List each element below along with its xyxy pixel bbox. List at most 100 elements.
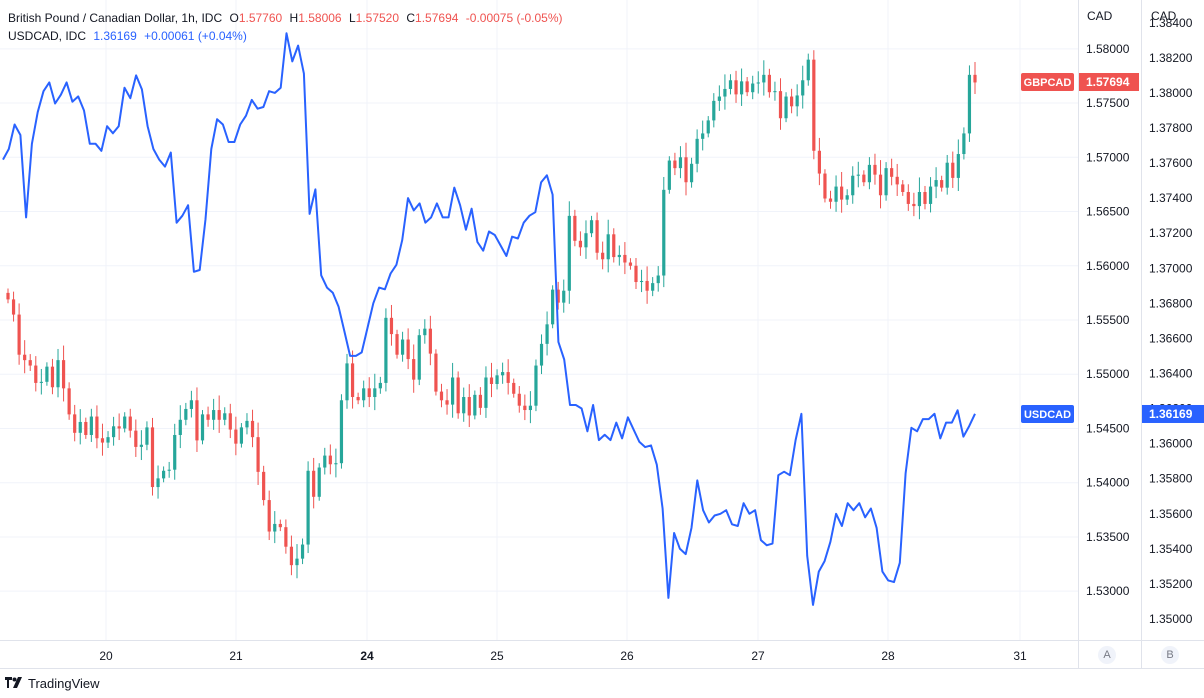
time-tick-label: 28: [881, 649, 895, 663]
candle: [273, 511, 277, 544]
candle-body: [745, 81, 749, 93]
candle-body: [567, 215, 571, 291]
candle-body: [245, 420, 249, 428]
candle: [178, 405, 182, 449]
left-axis-title: CAD: [1087, 9, 1113, 23]
candle: [762, 60, 766, 96]
candle: [973, 61, 977, 95]
candle-body: [784, 96, 788, 119]
usdcad-marker-label: USDCAD: [1024, 409, 1071, 421]
candle-body: [628, 262, 633, 266]
candle-body: [901, 184, 905, 192]
candle: [706, 116, 710, 138]
candle-body: [856, 174, 860, 176]
grid-lines: [0, 0, 1078, 640]
candle-body: [656, 275, 660, 284]
candle: [400, 331, 405, 362]
candle-body: [178, 419, 182, 435]
candle-body: [890, 168, 894, 177]
scale-a-button[interactable]: A: [1098, 646, 1116, 664]
candle: [45, 362, 49, 386]
candle-body: [417, 335, 421, 380]
candle-body: [406, 339, 410, 360]
usdcad-price-axis: 1.38400 1.38200 1.38000 1.37800 1.37600 1.374…: [1149, 16, 1193, 626]
candle: [595, 212, 599, 260]
candle: [173, 423, 177, 480]
candle: [728, 74, 733, 95]
candle-body: [206, 414, 210, 420]
candle-body: [812, 59, 816, 151]
candle-body: [706, 120, 710, 134]
candle-body: [334, 463, 338, 465]
candle-body: [928, 186, 933, 204]
candle: [423, 319, 427, 344]
candle: [956, 139, 960, 192]
candle: [84, 417, 88, 439]
gbpcad-tick-label: 1.53000: [1086, 584, 1130, 598]
candle-body: [100, 438, 105, 443]
candle: [56, 348, 60, 398]
candle: [767, 68, 771, 98]
gbpcad-price-axis: 1.58000 1.57500 1.57000 1.56500 1.56000 1.555…: [1086, 42, 1130, 598]
candle-body: [873, 164, 877, 175]
candle-body: [756, 82, 760, 84]
candle: [362, 380, 366, 408]
candle: [951, 151, 955, 188]
candle-body: [117, 426, 121, 429]
candle: [662, 176, 666, 288]
candle-body: [751, 83, 755, 93]
candle-body: [295, 558, 299, 566]
candle-body: [790, 96, 794, 107]
candle: [467, 384, 471, 428]
candle-body: [684, 157, 688, 183]
candle: [851, 166, 855, 204]
candle-body: [767, 74, 771, 93]
candle: [167, 461, 171, 478]
candle-body: [595, 220, 599, 253]
candle: [562, 279, 566, 313]
candle: [134, 419, 138, 457]
time-tick-label: 25: [490, 649, 504, 663]
candle-body: [689, 163, 694, 183]
candle: [245, 413, 249, 435]
candle-body: [617, 254, 621, 258]
scale-b-button[interactable]: B: [1161, 646, 1179, 664]
candle: [162, 466, 166, 483]
candle-body: [23, 354, 27, 361]
candle: [34, 356, 38, 392]
candle-body: [50, 366, 55, 388]
candle: [73, 404, 77, 442]
gbpcad-tick-label: 1.57000: [1086, 150, 1130, 164]
candle: [717, 85, 721, 111]
candle-body: [323, 455, 327, 468]
candle-body: [273, 523, 277, 532]
candle: [584, 220, 588, 259]
candle: [111, 416, 116, 446]
candle: [128, 408, 132, 438]
candle-body: [150, 427, 155, 488]
candle: [756, 71, 760, 94]
candle: [667, 156, 671, 194]
candle: [484, 366, 488, 418]
candle: [723, 74, 727, 110]
candle: [223, 407, 227, 426]
candle: [50, 358, 55, 395]
candle-body: [428, 328, 432, 354]
candle-body: [389, 317, 394, 335]
candle: [345, 353, 349, 409]
candle: [378, 376, 382, 394]
candle-body: [806, 59, 810, 81]
candle: [806, 53, 810, 86]
candle-body: [612, 234, 616, 258]
time-tick-label: 27: [751, 649, 765, 663]
candle-body: [589, 220, 594, 234]
candle: [612, 228, 616, 263]
candle: [412, 344, 416, 393]
usdcad-tick-label: 1.35200: [1149, 577, 1193, 591]
candle-body: [367, 388, 371, 398]
legend-close-value: 1.57694: [415, 11, 459, 25]
tradingview-footer[interactable]: TradingView: [4, 676, 100, 691]
candle: [684, 142, 688, 196]
candle: [745, 77, 749, 97]
